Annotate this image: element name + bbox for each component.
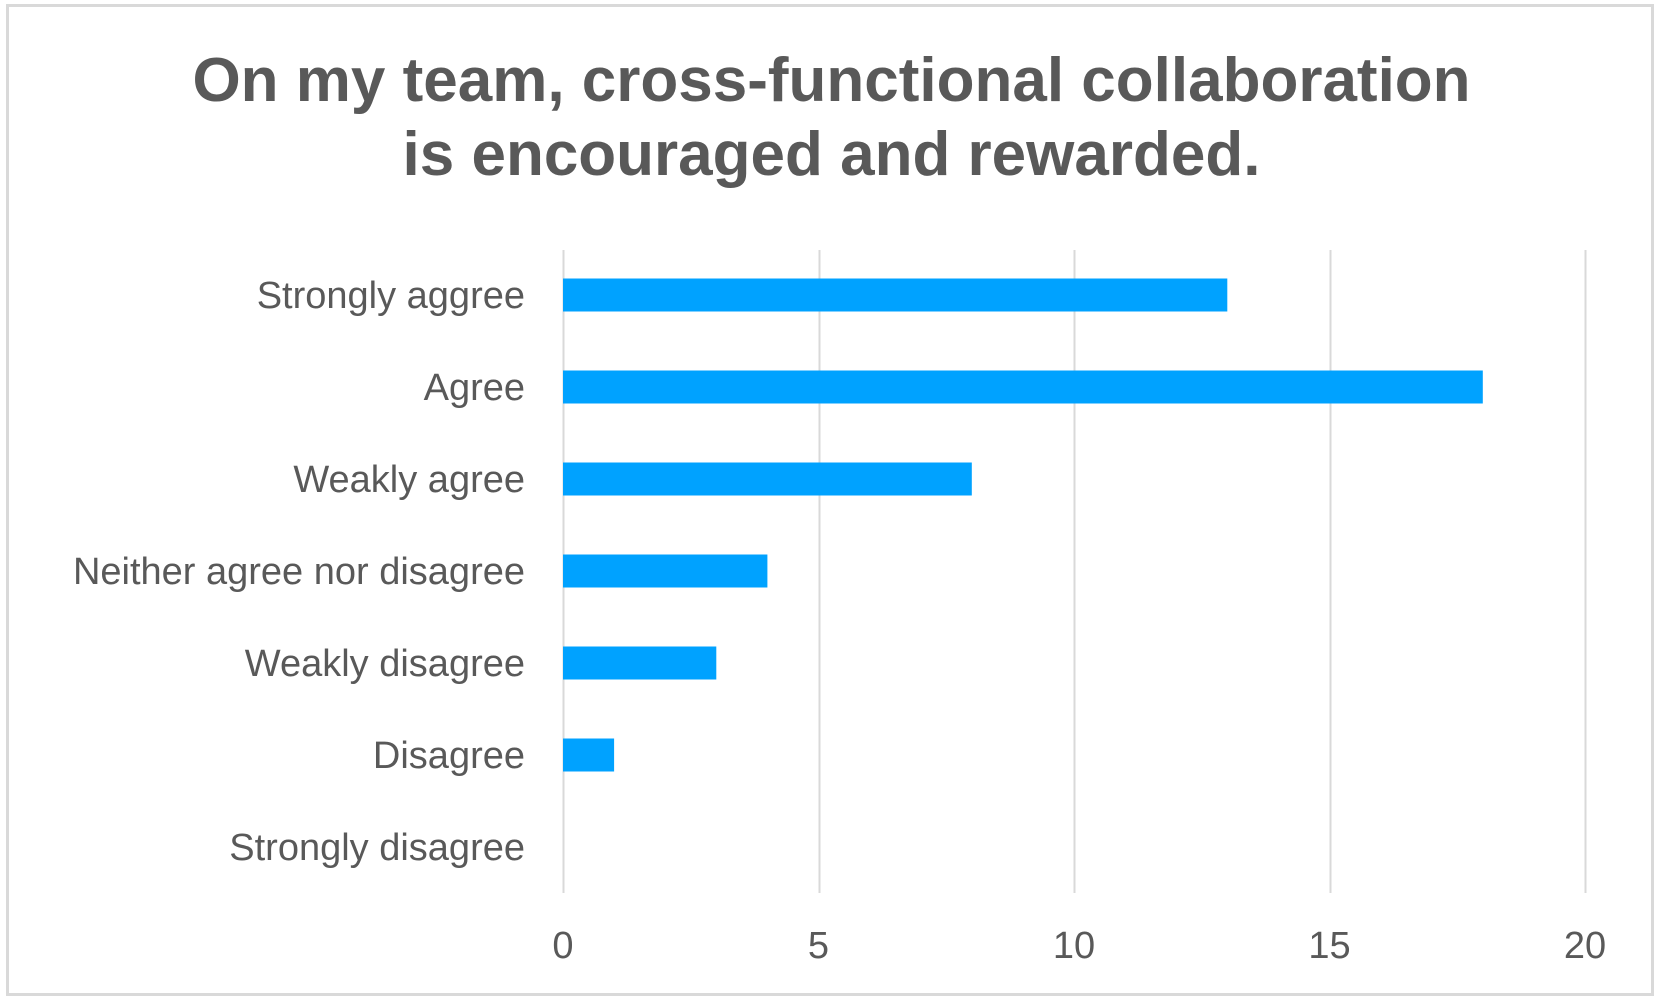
bar — [563, 278, 1228, 312]
category-label: Agree — [424, 367, 525, 409]
bar — [563, 370, 1483, 404]
bar — [563, 646, 717, 680]
category-label: Weakly disagree — [245, 643, 525, 685]
chart-title: On my team, cross-functional collaborati… — [0, 44, 1663, 192]
category-label: Weakly agree — [293, 459, 525, 501]
bars — [563, 278, 1483, 772]
x-tick-label: 10 — [1053, 925, 1095, 967]
category-labels: Strongly aggree Agree Weakly agree Neither … — [73, 275, 525, 869]
category-label: Disagree — [373, 735, 525, 777]
category-label: Strongly aggree — [257, 275, 525, 317]
x-tick-labels: 0 5 10 15 20 — [552, 925, 1606, 967]
bar — [563, 738, 615, 772]
bar — [563, 554, 768, 588]
category-label: Strongly disagree — [229, 827, 525, 869]
x-tick-label: 20 — [1564, 925, 1606, 967]
bar — [563, 462, 972, 496]
chart-frame — [6, 4, 1654, 996]
x-tick-label: 5 — [808, 925, 829, 967]
chart-title-line-1: On my team, cross-functional collaborati… — [192, 46, 1471, 115]
gridlines — [562, 250, 1587, 893]
category-label: Neither agree nor disagree — [73, 551, 525, 593]
chart-title-line-2: is encouraged and rewarded. — [402, 120, 1261, 189]
x-tick-label: 15 — [1308, 925, 1350, 967]
x-tick-label: 0 — [552, 925, 573, 967]
